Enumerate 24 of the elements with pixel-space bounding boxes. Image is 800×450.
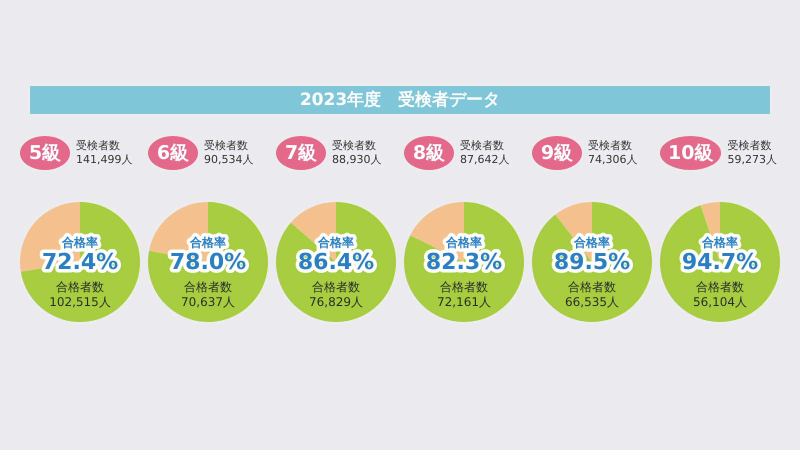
text: 合格者数 72,161人 xyxy=(437,280,491,310)
chart-subtitle: 受検者数 90,534人 xyxy=(204,139,254,167)
chart-subtitle: 受検者数 74,306人 xyxy=(588,139,638,167)
chart-subtitle: 受検者数 88,930人 xyxy=(332,139,382,167)
chart-title: 10級 xyxy=(660,136,722,170)
chart-subtitle: 受検者数 141,499人 xyxy=(76,139,132,167)
chart-title: 7級 xyxy=(276,136,326,170)
text: 2023年度 受検者データ xyxy=(30,89,770,111)
chart-subtitle: 受検者数 59,273人 xyxy=(727,139,777,167)
data-label: 合格率 94.7% xyxy=(682,236,758,276)
chart-subtitle: 受検者数 87,642人 xyxy=(460,139,510,167)
chart-title: 5級 xyxy=(20,136,70,170)
text: 合格者数 56,104人 xyxy=(693,280,747,310)
data-label: 合格率 86.4% xyxy=(298,236,374,276)
chart-title: 9級 xyxy=(532,136,582,170)
text: 合格者数 66,535人 xyxy=(565,280,619,310)
data-label: 合格率 82.3% xyxy=(426,236,502,276)
text: 合格者数 70,637人 xyxy=(181,280,235,310)
data-label: 合格率 89.5% xyxy=(554,236,630,276)
chart-title: 8級 xyxy=(404,136,454,170)
data-label: 合格率 78.0% xyxy=(170,236,246,276)
text: 合格者数 76,829人 xyxy=(309,280,363,310)
chart-title: 6級 xyxy=(148,136,198,170)
text: 合格者数 102,515人 xyxy=(49,280,111,310)
